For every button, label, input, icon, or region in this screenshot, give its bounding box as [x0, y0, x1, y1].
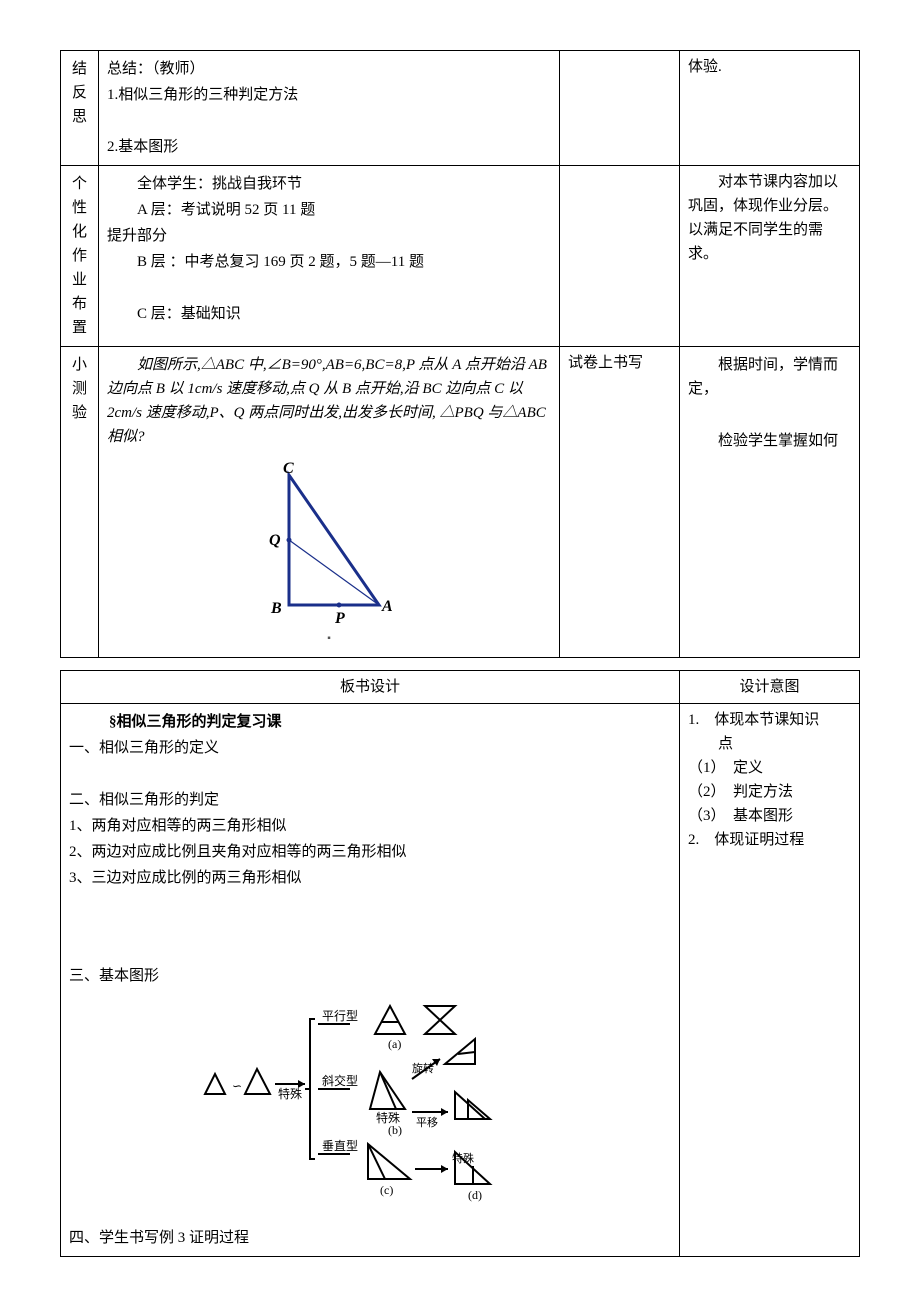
hw-a: A 层：考试说明 52 页 11 题	[107, 198, 551, 222]
row-main: 如图所示,△ABC 中,∠B=90°,AB=6,BC=8,P 点从 A 点开始沿…	[99, 347, 560, 658]
sec-2-2: 2、两边对应成比例且夹角对应相等的两三角形相似	[69, 840, 671, 864]
pt-Q	[287, 538, 292, 543]
lbl-translate: 平移	[416, 1116, 438, 1129]
triangle-figure: C Q B P A	[107, 455, 551, 633]
label-char: 反	[63, 81, 96, 105]
triangle-outline	[289, 475, 379, 605]
row-quiz: 小 测 验 如图所示,△ABC 中,∠B=90°,AB=6,BC=8,P 点从 …	[61, 347, 860, 658]
lesson-table-1: 结 反 思 总结：（教师） 1.相似三角形的三种判定方法 2.基本图形 体验. …	[60, 50, 860, 658]
row-main: 全体学生：挑战自我环节 A 层：考试说明 52 页 11 题 提升部分 B 层 …	[99, 166, 560, 347]
lbl-P: P	[334, 610, 345, 625]
hw-all: 全体学生：挑战自我环节	[107, 172, 551, 196]
row-mid	[560, 51, 680, 166]
board-title: §相似三角形的判定复习课	[69, 710, 671, 734]
arrow-head-3	[441, 1108, 448, 1116]
lbl-c: (c)	[380, 1183, 393, 1197]
board-right: 1. 体现本节课知识 点 （1） 定义 （2） 判定方法 （3） 基本图形 2.…	[680, 704, 860, 1257]
tri-rot	[445, 1039, 475, 1064]
lbl-Q: Q	[269, 532, 281, 549]
label-char: 小	[63, 353, 96, 377]
label-char: 测	[63, 377, 96, 401]
row-mid: 试卷上书写	[560, 347, 680, 658]
sec-2-3: 3、三边对应成比例的两三角形相似	[69, 866, 671, 890]
lbl-B: B	[270, 600, 282, 617]
sim-symbol: ∽	[232, 1079, 242, 1093]
sec-1: 一、相似三角形的定义	[69, 736, 671, 760]
intent-1-3: （3） 基本图形	[688, 804, 851, 828]
intent-1b: 点	[688, 732, 851, 756]
tri-left-2	[245, 1069, 270, 1094]
sec-3: 三、基本图形	[69, 964, 671, 988]
label-char: 结	[63, 57, 96, 81]
lbl-b: (b)	[388, 1123, 402, 1137]
lbl-vertical: 垂直型	[322, 1139, 358, 1153]
sec-4: 四、学生书写例 3 证明过程	[69, 1226, 671, 1250]
sec-2: 二、相似三角形的判定	[69, 788, 671, 812]
hourglass	[425, 1006, 455, 1034]
header-row: 板书设计 设计意图	[61, 671, 860, 704]
arrow-head-4	[441, 1165, 448, 1173]
pt-P	[337, 603, 342, 608]
quiz-problem: 如图所示,△ABC 中,∠B=90°,AB=6,BC=8,P 点从 A 点开始沿…	[107, 353, 551, 449]
hw-c: C 层：基础知识	[107, 302, 551, 326]
lbl-special: 特殊	[278, 1086, 302, 1101]
row-label: 小 测 验	[61, 347, 99, 658]
intent-1: 1. 体现本节课知识	[688, 708, 851, 732]
tri-c1-alt	[368, 1144, 385, 1179]
body-row: §相似三角形的判定复习课 一、相似三角形的定义 二、相似三角形的判定 1、两角对…	[61, 704, 860, 1257]
label-char: 作	[63, 244, 96, 268]
header-left: 板书设计	[61, 671, 680, 704]
intent-1-2: （2） 判定方法	[688, 780, 851, 804]
label-char: 化	[63, 220, 96, 244]
tri-trans-1	[455, 1092, 485, 1119]
row-mid	[560, 166, 680, 347]
row-label: 结 反 思	[61, 51, 99, 166]
lbl-parallel: 平行型	[322, 1009, 358, 1023]
tri-trans-2	[468, 1100, 490, 1119]
page-mark-icon: ▪	[107, 631, 551, 647]
label-char: 置	[63, 316, 96, 340]
line-qa	[289, 540, 379, 605]
lbl-rotate: 旋转	[412, 1061, 434, 1075]
label-char: 业	[63, 268, 96, 292]
lbl-C: C	[283, 460, 294, 477]
intent-1-1: （1） 定义	[688, 756, 851, 780]
label-char: 思	[63, 105, 96, 129]
summary-heading: 总结：（教师）	[107, 57, 551, 81]
row-main: 总结：（教师） 1.相似三角形的三种判定方法 2.基本图形	[99, 51, 560, 166]
lbl-oblique: 斜交型	[322, 1073, 358, 1088]
sec-2-1: 1、两角对应相等的两三角形相似	[69, 814, 671, 838]
summary-item-2: 2.基本图形	[107, 135, 551, 159]
row-right: 根据时间，学情而定， 检验学生掌握如何	[680, 347, 860, 658]
label-char: 验	[63, 401, 96, 425]
lbl-A: A	[381, 598, 393, 615]
quiz-note-1: 根据时间，学情而定，	[688, 353, 851, 401]
bracket	[305, 1019, 315, 1159]
row-label: 个 性 化 作 业 布 置	[61, 166, 99, 347]
triangle-svg: C Q B P A	[239, 455, 419, 625]
hw-b: B 层 ：中考总复习 169 页 2 题，5 题—11 题	[107, 250, 551, 274]
board-left: §相似三角形的判定复习课 一、相似三角形的定义 二、相似三角形的判定 1、两角对…	[61, 704, 680, 1257]
row-homework: 个 性 化 作 业 布 置 全体学生：挑战自我环节 A 层：考试说明 52 页 …	[61, 166, 860, 347]
row-right: 体验.	[680, 51, 860, 166]
label-char: 布	[63, 292, 96, 316]
hw-boost: 提升部分	[107, 224, 551, 248]
lbl-a: (a)	[388, 1037, 401, 1051]
basic-figures-svg: ∽ 特殊 平行型 (a)	[190, 994, 550, 1214]
label-char: 性	[63, 196, 96, 220]
lbl-d: (d)	[468, 1188, 482, 1202]
header-right: 设计意图	[680, 671, 860, 704]
row-reflection: 结 反 思 总结：（教师） 1.相似三角形的三种判定方法 2.基本图形 体验.	[61, 51, 860, 166]
tri-a1	[375, 1006, 405, 1034]
tri-left-1	[205, 1074, 225, 1094]
board-design-table: 板书设计 设计意图 §相似三角形的判定复习课 一、相似三角形的定义 二、相似三角…	[60, 670, 860, 1257]
intent-2: 2. 体现证明过程	[688, 828, 851, 852]
tri-c1	[368, 1144, 410, 1179]
summary-item-1: 1.相似三角形的三种判定方法	[107, 83, 551, 107]
row-right: 对本节课内容加以巩固，体现作业分层。以满足不同学生的需求。	[680, 166, 860, 347]
quiz-note-2: 检验学生掌握如何	[688, 429, 851, 453]
label-char: 个	[63, 172, 96, 196]
basic-figures-diagram: ∽ 特殊 平行型 (a)	[69, 994, 671, 1222]
